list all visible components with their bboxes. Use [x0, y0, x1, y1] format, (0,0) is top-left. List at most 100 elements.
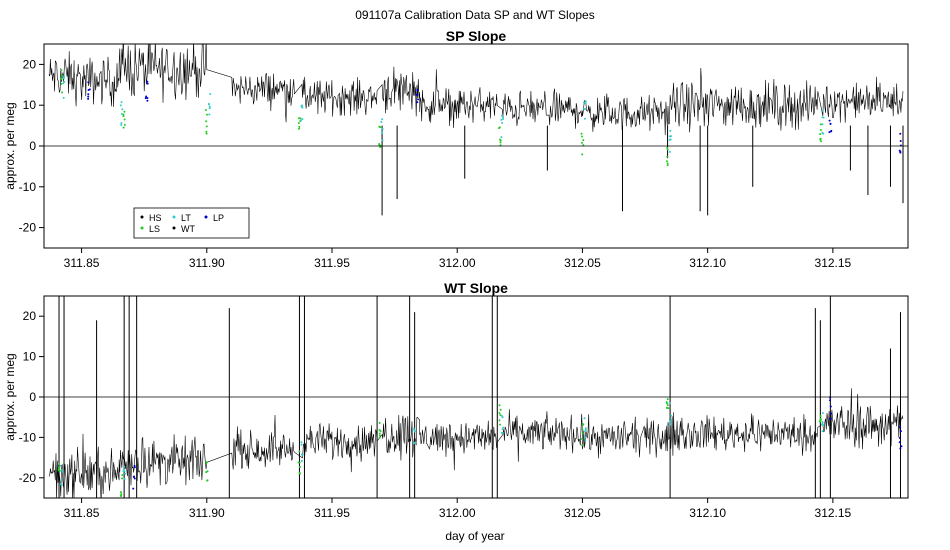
marker-lt	[61, 470, 64, 473]
marker-ls	[60, 69, 63, 72]
marker-ls	[123, 110, 126, 113]
marker-lt	[62, 77, 65, 80]
marker-lp	[416, 101, 419, 104]
series-trace	[48, 388, 904, 498]
marker-lp	[899, 447, 902, 450]
marker-ls	[378, 434, 381, 437]
marker-ls	[581, 135, 584, 138]
marker-lt	[670, 414, 673, 417]
marker-ls	[498, 419, 501, 422]
legend-swatch-hs	[140, 215, 144, 219]
marker-lt	[583, 436, 586, 439]
marker-ls	[666, 155, 669, 158]
marker-lt	[669, 418, 672, 421]
marker-lp	[900, 445, 903, 448]
marker-ls	[499, 408, 502, 411]
marker-ls	[60, 82, 63, 85]
marker-ls	[819, 420, 822, 423]
marker-lt	[208, 113, 211, 116]
marker-ls	[580, 141, 583, 144]
marker-lt	[821, 109, 824, 112]
marker-lt	[669, 420, 672, 423]
marker-ls	[297, 117, 300, 120]
marker-ls	[665, 406, 668, 409]
wt-slope-panel: WT Slope approx. per meg -20 -10 0 10 20 311.85…	[3, 280, 909, 520]
marker-ls	[205, 113, 208, 116]
x-tick-label: 312.10	[689, 506, 726, 520]
marker-ls	[121, 477, 124, 480]
marker-lp	[87, 93, 90, 96]
marker-lt	[300, 104, 303, 107]
legend-box	[133, 207, 250, 239]
marker-ls	[298, 450, 301, 453]
marker-ls	[666, 164, 669, 167]
x-tick-label: 312.05	[564, 506, 601, 520]
marker-lt	[207, 102, 210, 105]
marker-lt	[124, 472, 127, 475]
marker-ls	[580, 132, 583, 135]
y-tick-label: -10	[19, 180, 37, 194]
marker-lp	[132, 487, 135, 490]
x-tick-label: 312.15	[815, 256, 852, 270]
marker-lt	[62, 82, 65, 85]
y-tick-label: 0	[29, 139, 36, 153]
marker-lt	[584, 430, 587, 433]
marker-lt	[120, 101, 123, 104]
marker-lp	[829, 412, 832, 415]
marker-lp	[144, 97, 147, 100]
marker-ls	[297, 461, 300, 464]
marker-ls	[298, 472, 301, 475]
marker-ls	[122, 115, 125, 118]
legend-label: LT	[181, 213, 191, 223]
marker-lp	[416, 98, 419, 101]
marker-lp	[87, 81, 90, 84]
marker-lt	[300, 459, 303, 462]
marker-ls	[581, 432, 584, 435]
marker-lt	[502, 426, 505, 429]
y-tick-label: -20	[19, 221, 37, 235]
marker-lt	[300, 443, 303, 446]
x-axis-label: day of year	[445, 529, 504, 543]
marker-ls	[499, 414, 502, 417]
y-tick-label: 0	[29, 390, 36, 404]
marker-lt	[120, 122, 123, 125]
y-tick-label: 10	[23, 98, 37, 112]
marker-ls	[61, 91, 64, 94]
marker-lt	[381, 127, 384, 130]
marker-lp	[828, 399, 831, 402]
marker-lt	[584, 102, 587, 105]
marker-lt	[301, 118, 304, 121]
x-tick-label: 312.15	[815, 506, 852, 520]
marker-ls	[820, 140, 823, 143]
marker-lt	[584, 439, 587, 442]
marker-lt	[380, 120, 383, 123]
x-tick-label: 311.90	[189, 506, 225, 520]
marker-ls	[378, 432, 381, 435]
marker-ls	[666, 398, 669, 401]
marker-lp	[899, 430, 902, 433]
marker-lt	[501, 114, 504, 117]
marker-ls	[204, 108, 207, 111]
marker-ls	[499, 141, 502, 144]
marker-ls	[58, 466, 61, 469]
y-tick-label: 20	[23, 309, 37, 323]
marker-ls	[119, 491, 122, 494]
marker-ls	[205, 125, 208, 128]
marker-ls	[666, 146, 669, 149]
marker-ls	[120, 493, 123, 496]
figure-title: 091107a Calibration Data SP and WT Slope…	[355, 8, 595, 22]
marker-lt	[381, 131, 384, 134]
marker-lt	[821, 430, 824, 433]
marker-ls	[60, 77, 63, 80]
x-tick-label: 311.85	[64, 256, 100, 270]
marker-ls	[665, 160, 668, 163]
marker-lt	[119, 104, 122, 107]
marker-ls	[298, 127, 301, 130]
marker-ls	[58, 462, 61, 465]
marker-lt	[300, 441, 303, 444]
marker-ls	[205, 132, 208, 135]
y-axis-label: approx. per meg	[3, 102, 17, 189]
marker-ls	[498, 411, 501, 414]
marker-ls	[666, 148, 669, 151]
marker-lt	[381, 118, 384, 121]
